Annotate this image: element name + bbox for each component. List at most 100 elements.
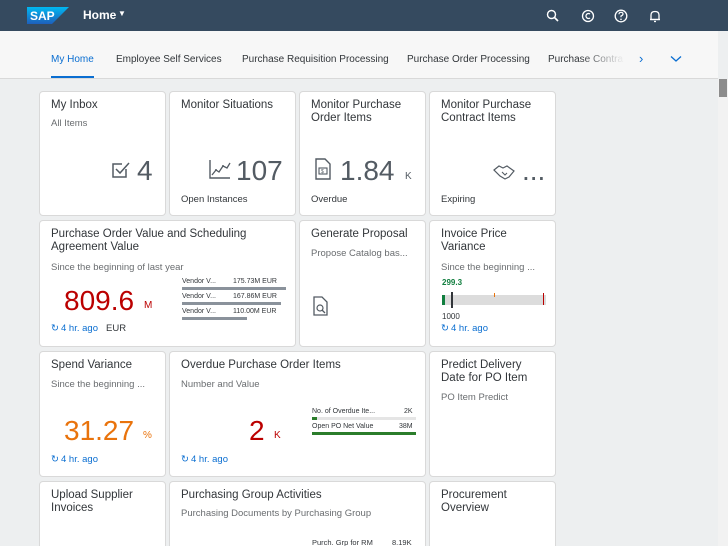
page-title[interactable]: Home	[83, 8, 117, 22]
unit-label: EUR	[106, 323, 127, 334]
tile-my-inbox[interactable]: My Inbox All Items 4	[39, 91, 166, 216]
tab-my-home[interactable]: My Home	[51, 54, 94, 65]
comparison-label: Purch. Grp for RM	[312, 538, 373, 546]
bullet-target-marker	[451, 292, 453, 308]
tile-monitor-contract-items[interactable]: Monitor Purchase Contract Items ... Expi…	[429, 91, 556, 216]
refresh-info[interactable]: ↻ 4 hr. ago	[51, 454, 98, 465]
comparison-label: Vendor V...	[182, 278, 216, 285]
tile-title: Generate Proposal	[311, 228, 408, 240]
threshold-marker	[543, 293, 544, 305]
chevron-down-icon[interactable]	[670, 55, 682, 63]
tile-footer: Open Instances	[181, 194, 248, 205]
tile-title: Overdue Purchase Order Items	[181, 359, 341, 371]
comparison-value: 38M	[399, 423, 413, 430]
tile-title: Monitor Purchase Order Items	[311, 99, 402, 124]
tile-title: Monitor Situations	[181, 99, 274, 111]
comparison-bar	[182, 302, 281, 305]
refresh-icon: ↻	[51, 454, 59, 465]
tile-subtitle: Purchasing Documents by Purchasing Group	[181, 508, 372, 519]
search-icon[interactable]	[544, 7, 562, 25]
tile-monitor-situations[interactable]: Monitor Situations 107 Open Instances	[169, 91, 296, 216]
bullet-range	[442, 295, 546, 305]
comparison-bar	[182, 317, 247, 320]
refresh-icon: ↻	[181, 454, 189, 465]
comparison-label: Vendor V...	[182, 293, 216, 300]
refresh-icon: ↻	[441, 323, 449, 334]
handshake-icon	[493, 165, 515, 180]
comparison-bar	[312, 432, 416, 435]
tile-procurement-overview[interactable]: Procurement Overview	[429, 481, 556, 546]
tile-overdue-po-items[interactable]: Overdue Purchase Order Items Number and …	[169, 351, 426, 477]
tile-title: Purchase Order Value and Scheduling Agre…	[51, 228, 247, 253]
kpi-value: 1.84	[340, 155, 395, 186]
comparison-bar	[312, 417, 317, 420]
task-checkbox-icon	[112, 162, 130, 178]
tab-purchase-order-processing[interactable]: Purchase Order Processing	[407, 54, 530, 65]
help-icon[interactable]	[612, 7, 630, 25]
kpi-value: 31.27	[64, 415, 135, 446]
refresh-icon: ↻	[51, 323, 59, 334]
document-search-icon	[313, 296, 328, 316]
tile-title: Predict Delivery Date for PO Item	[441, 359, 528, 384]
chevron-down-icon[interactable]: ▼	[118, 9, 126, 18]
scrollbar-thumb[interactable]	[719, 79, 727, 97]
tile-subtitle: Propose Catalog bas...	[311, 248, 408, 259]
tile-predict-delivery-date[interactable]: Predict Delivery Date for PO Item PO Ite…	[429, 351, 556, 477]
tile-upload-supplier-invoices[interactable]: Upload Supplier Invoices	[39, 481, 166, 546]
kpi-value: 2	[249, 415, 265, 446]
comparison-value: 2K	[404, 408, 413, 415]
tile-invoice-price-variance[interactable]: Invoice Price Variance Since the beginni…	[429, 220, 556, 347]
refresh-info[interactable]: ↻ 4 hr. ago	[181, 454, 228, 465]
tile-title: Spend Variance	[51, 359, 132, 371]
comparison-label: No. of Overdue Ite...	[312, 408, 376, 415]
comparison-label: Open PO Net Value	[312, 423, 374, 430]
actual-value: 299.3	[442, 278, 463, 287]
kpi-value: 107	[236, 155, 283, 186]
chevron-right-icon[interactable]: ›	[639, 51, 644, 66]
tile-subtitle: Since the beginning ...	[441, 262, 536, 273]
kpi-value: 4	[137, 155, 153, 186]
tile-title: My Inbox	[51, 99, 98, 111]
bullet-actual-bar	[442, 295, 445, 305]
sap-logo[interactable]: SAP	[27, 7, 69, 24]
tile-subtitle: All Items	[51, 118, 88, 129]
tile-subtitle: Since the beginning ...	[51, 379, 146, 390]
threshold-marker	[494, 293, 495, 297]
tile-footer: Overdue	[311, 194, 348, 205]
tab-overflow-fade	[580, 31, 625, 78]
comparison-track	[312, 417, 416, 420]
comparison-bar	[182, 287, 286, 290]
tile-po-value[interactable]: Purchase Order Value and Scheduling Agre…	[39, 220, 296, 347]
refresh-info[interactable]: ↻ 4 hr. ago	[441, 323, 488, 334]
comparison-value: 167.86M EUR	[233, 293, 277, 300]
space-tab-bar: My Home Employee Self Services Purchase …	[0, 31, 718, 79]
tile-title: Invoice Price Variance	[441, 228, 507, 253]
kpi-scale: K	[405, 171, 412, 182]
tile-title: Purchasing Group Activities	[181, 489, 322, 501]
copilot-icon[interactable]	[579, 7, 597, 25]
tab-purchase-requisition-processing[interactable]: Purchase Requisition Processing	[242, 54, 389, 65]
kpi-scale: %	[143, 430, 152, 441]
kpi-value: ...	[522, 155, 546, 186]
notifications-icon[interactable]	[646, 7, 664, 25]
active-tab-indicator	[51, 76, 94, 78]
tab-employee-self-services[interactable]: Employee Self Services	[116, 54, 222, 65]
tile-subtitle: Since the beginning of last year	[51, 262, 184, 273]
tile-purchasing-group-activities[interactable]: Purchasing Group Activities Purchasing D…	[169, 481, 426, 546]
document-money-icon: $	[315, 158, 331, 180]
tile-title: Monitor Purchase Contract Items	[441, 99, 532, 124]
line-chart-icon	[209, 160, 231, 179]
kpi-scale: K	[274, 430, 281, 441]
tile-footer: Expiring	[441, 194, 476, 205]
tile-spend-variance[interactable]: Spend Variance Since the beginning ... 3…	[39, 351, 166, 477]
refresh-info[interactable]: ↻ 4 hr. ago	[51, 323, 98, 334]
scrollbar-track[interactable]	[718, 79, 728, 546]
tile-subtitle: PO Item Predict	[441, 392, 509, 403]
tile-generate-proposal[interactable]: Generate Proposal Propose Catalog bas...	[299, 220, 426, 347]
comparison-value: 8.19K	[392, 538, 412, 546]
tile-monitor-po-items[interactable]: Monitor Purchase Order Items $ 1.84 K Ov…	[299, 91, 426, 216]
comparison-value: 175.73M EUR	[233, 278, 277, 285]
shell-header: SAP Home ▼	[0, 0, 728, 31]
target-value: 1000	[442, 312, 460, 321]
tile-title: Procurement Overview	[441, 489, 507, 514]
